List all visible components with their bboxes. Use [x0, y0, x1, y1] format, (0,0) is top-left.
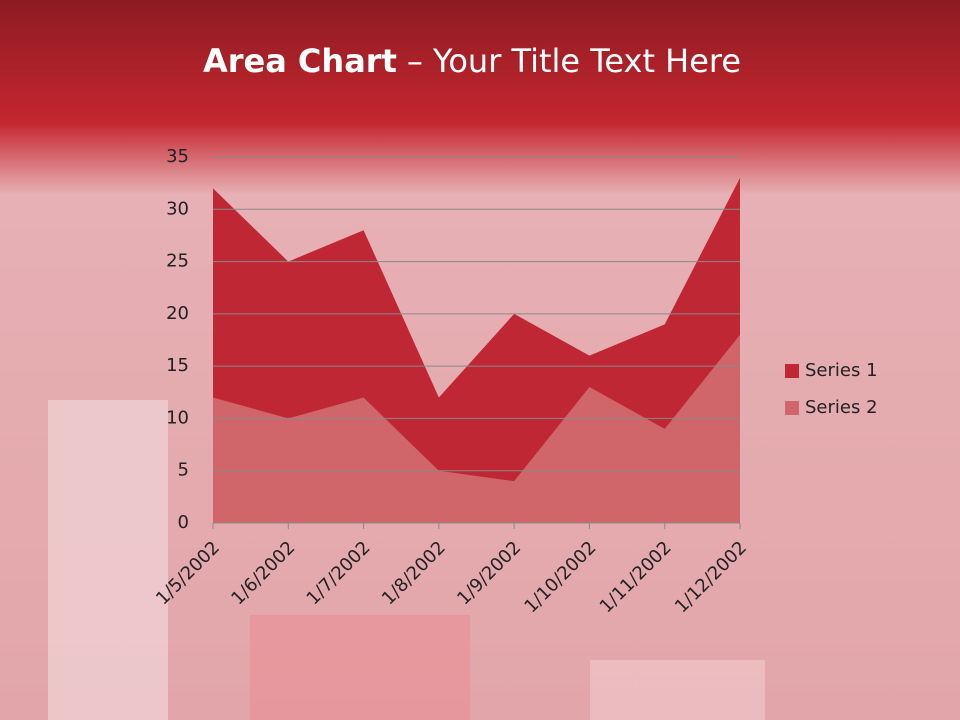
y-tick-label: 15 — [166, 355, 189, 376]
y-tick-label: 0 — [178, 512, 189, 533]
area — [213, 334, 740, 523]
chart-title: Area Chart – Your Title Text Here — [203, 42, 741, 80]
y-tick-label: 25 — [166, 251, 189, 272]
y-tick-label: 5 — [178, 460, 189, 481]
legend-swatch — [785, 364, 799, 378]
decor-gift — [250, 615, 470, 720]
title-rest: – Your Title Text Here — [407, 42, 741, 80]
title-bold: Area Chart — [203, 42, 397, 80]
decor-chair — [48, 400, 168, 720]
y-tick-label: 35 — [166, 146, 189, 167]
legend-label: Series 2 — [805, 397, 878, 418]
legend-label: Series 1 — [805, 360, 878, 381]
y-tick-label: 20 — [166, 303, 189, 324]
decor-gift — [590, 660, 765, 720]
y-tick-label: 10 — [166, 407, 189, 428]
legend-swatch — [785, 401, 799, 415]
y-tick-label: 30 — [166, 198, 189, 219]
